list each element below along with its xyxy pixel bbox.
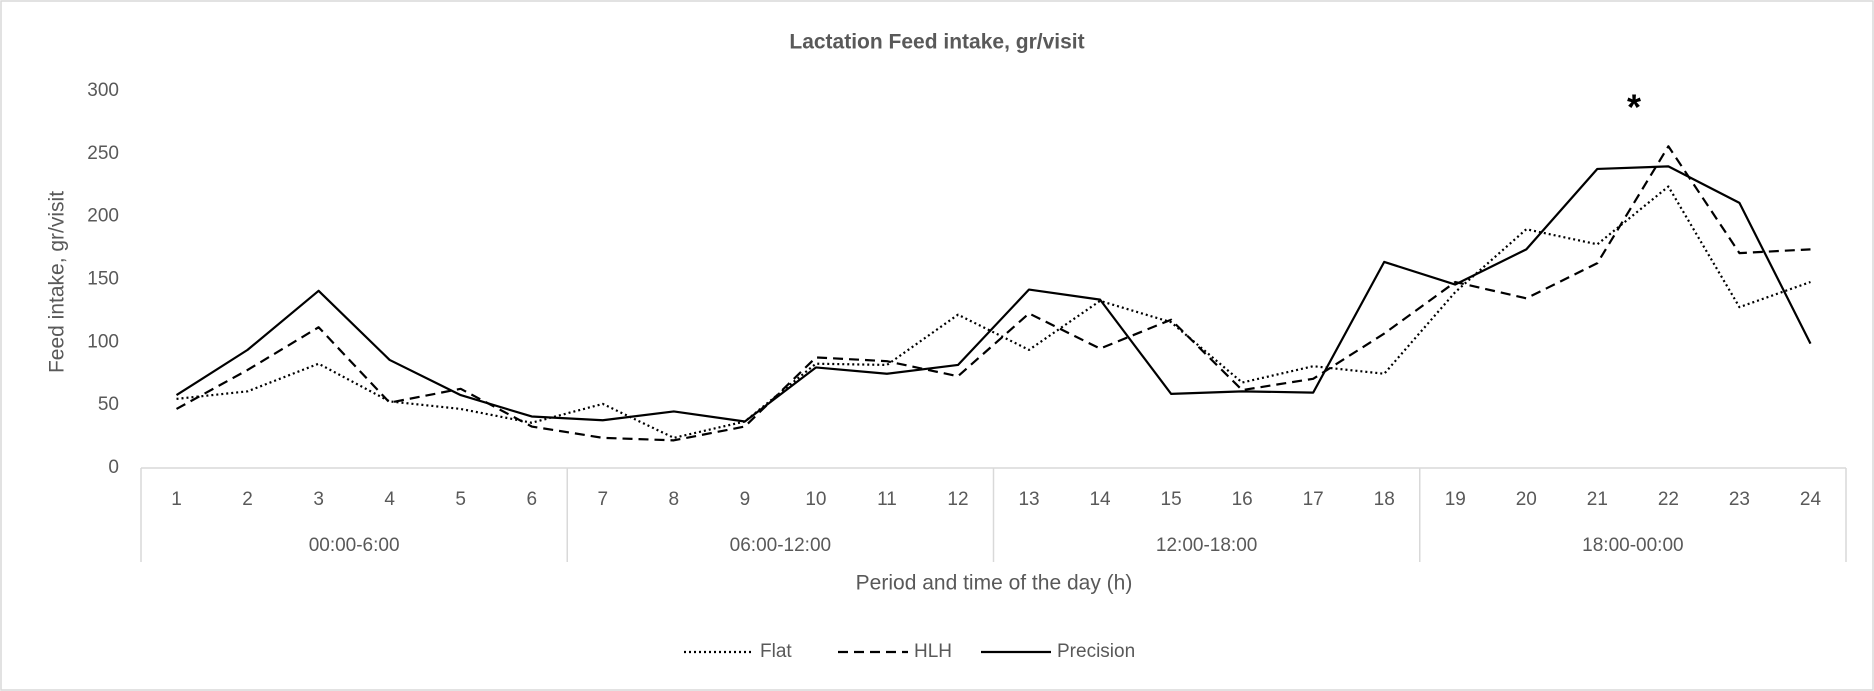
group-label: 06:00-12:00 — [730, 535, 831, 556]
x-axis-title: Period and time of the day (h) — [856, 572, 1133, 595]
series-line — [175, 165, 1812, 423]
legend-label: Precision — [1057, 641, 1135, 662]
y-tick-label: 100 — [87, 331, 119, 352]
group-label: 18:00-00:00 — [1582, 535, 1683, 556]
x-tick-label: 6 — [526, 489, 537, 510]
x-tick-label: 24 — [1800, 489, 1822, 510]
series-line — [176, 185, 1811, 439]
y-tick-label: 0 — [108, 457, 119, 478]
y-tick-label: 300 — [87, 80, 119, 101]
x-tick-label: 5 — [455, 489, 466, 510]
x-tick-label: 4 — [384, 489, 395, 510]
y-axis-title: Feed intake, gr/visit — [46, 191, 69, 373]
x-tick-label: 10 — [805, 489, 826, 510]
x-tick-label: 13 — [1018, 489, 1039, 510]
x-tick-label: 18 — [1374, 489, 1395, 510]
series-line — [175, 145, 1811, 442]
x-tick-label: 7 — [597, 489, 608, 510]
x-tick-label: 23 — [1729, 489, 1750, 510]
x-tick-label: 11 — [877, 489, 897, 510]
x-tick-label: 17 — [1303, 489, 1324, 510]
x-tick-label: 21 — [1587, 489, 1608, 510]
x-tick-label: 9 — [740, 489, 751, 510]
group-label: 00:00-6:00 — [309, 535, 400, 556]
legend-label: Flat — [760, 641, 792, 662]
x-tick-label: 19 — [1445, 489, 1466, 510]
legend-label: HLH — [914, 641, 952, 662]
y-tick-label: 200 — [87, 206, 119, 227]
annotation: * — [1627, 87, 1641, 128]
x-tick-label: 20 — [1516, 489, 1537, 510]
y-tick-label: 50 — [98, 394, 119, 415]
x-tick-label: 8 — [669, 489, 680, 510]
x-tick-label: 3 — [313, 489, 324, 510]
x-tick-label: 22 — [1658, 489, 1679, 510]
group-label: 12:00-18:00 — [1156, 535, 1257, 556]
x-tick-label: 12 — [947, 489, 968, 510]
x-tick-label: 2 — [242, 489, 253, 510]
x-tick-label: 15 — [1161, 489, 1182, 510]
chart-title: Lactation Feed intake, gr/visit — [789, 31, 1084, 54]
y-tick-label: 150 — [87, 269, 119, 290]
x-tick-label: 1 — [171, 489, 182, 510]
x-tick-label: 16 — [1232, 489, 1253, 510]
x-tick-label: 14 — [1089, 489, 1111, 510]
y-tick-label: 250 — [87, 143, 119, 164]
